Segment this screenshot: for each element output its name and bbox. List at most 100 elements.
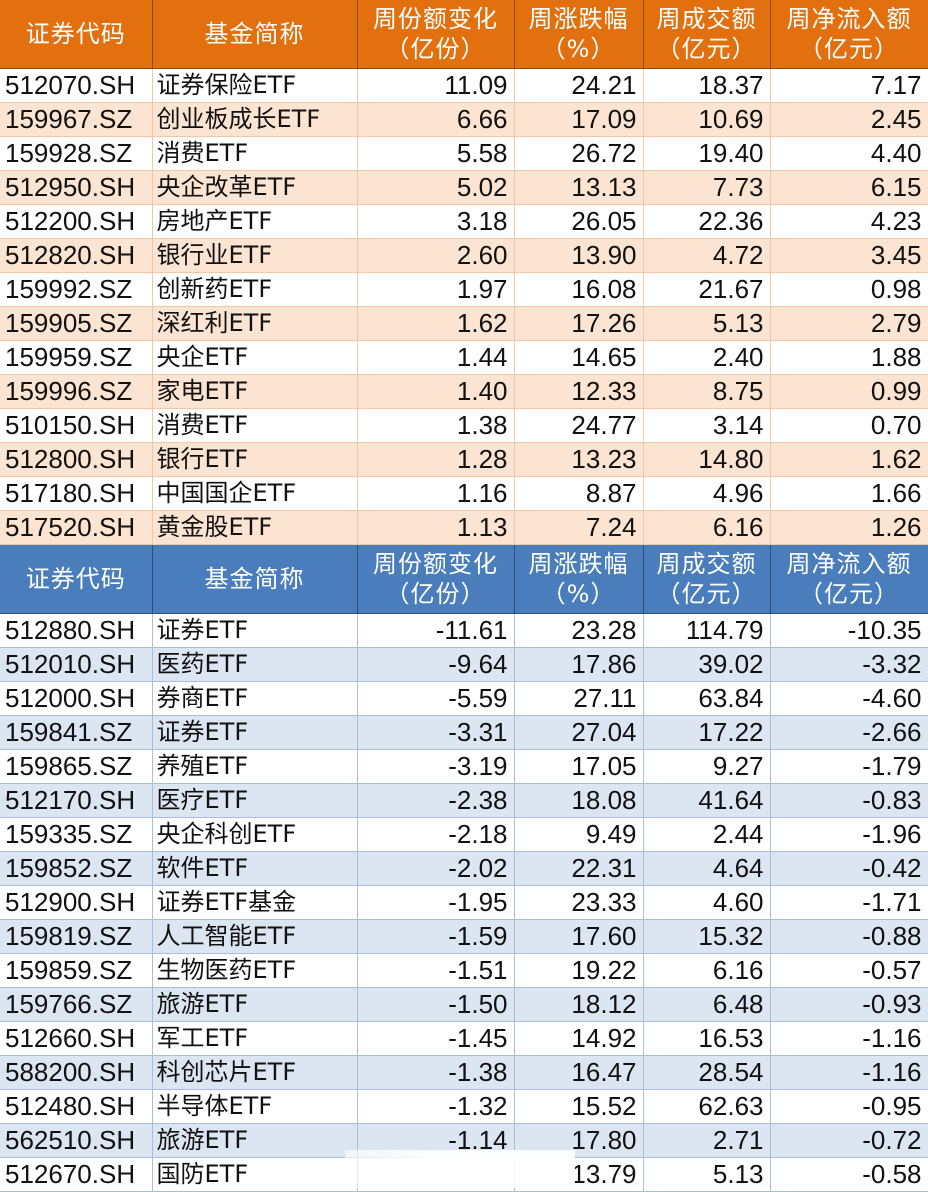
cell-name: 深红利ETF [152,306,358,341]
cell-name: 军工ETF [152,1021,358,1056]
header-turnover-l2: （亿元） [656,580,757,608]
table-row: 159841.SZ 证券ETF -3.31 27.04 17.22 -2.66 [0,715,928,750]
cell-turnover: 5.13 [643,306,771,341]
cell-share-change: 3.18 [357,204,515,239]
cell-name: 证券ETF基金 [152,885,358,920]
table-row: 159819.SZ 人工智能ETF -1.59 17.60 15.32 -0.88 [0,919,928,954]
cell-name: 黄金股ETF [152,510,358,545]
cell-code: 512900.SH [0,885,153,920]
header-pct-change: 周涨跌幅 （%） [514,544,644,614]
table-row: 512660.SH 军工ETF -1.45 14.92 16.53 -1.16 [0,1021,928,1056]
cell-name: 创新药ETF [152,272,358,307]
cell-share-change: 6.66 [357,102,515,137]
table-row: 512200.SH 房地产ETF 3.18 26.05 22.36 4.23 [0,204,928,239]
cell-share-change: 1.44 [357,340,515,375]
cell-code: 159959.SZ [0,340,153,375]
cell-code: 517180.SH [0,476,153,511]
cell-code: 159766.SZ [0,987,153,1022]
table-row: 159766.SZ 旅游ETF -1.50 18.12 6.48 -0.93 [0,987,928,1022]
cell-pct-change: 8.87 [514,476,644,511]
cell-pct-change: 17.05 [514,749,644,784]
cell-code: 512800.SH [0,442,153,477]
cell-net-inflow: 0.70 [770,408,928,443]
table-row: 588200.SH 科创芯片ETF -1.38 16.47 28.54 -1.16 [0,1055,928,1090]
cell-pct-change: 18.08 [514,783,644,818]
cell-net-inflow: -1.96 [770,817,928,852]
cell-net-inflow: -10.35 [770,613,928,648]
table-row: 512820.SH 银行业ETF 2.60 13.90 4.72 3.45 [0,238,928,273]
cell-pct-change: 23.33 [514,885,644,920]
cell-code: 159967.SZ [0,102,153,137]
table-row: 159865.SZ 养殖ETF -3.19 17.05 9.27 -1.79 [0,749,928,784]
header-pct-change-l1: 周涨跌幅 [528,5,629,33]
cell-name: 央企科创ETF [152,817,358,852]
cell-net-inflow: -0.58 [770,1157,928,1192]
cell-name: 消费ETF [152,408,358,443]
cell-code: 512670.SH [0,1157,153,1192]
cell-pct-change: 22.31 [514,851,644,886]
cell-pct-change: 14.92 [514,1021,644,1056]
cell-name: 央企改革ETF [152,170,358,205]
header-pct-change: 周涨跌幅 （%） [514,0,644,69]
table-row: 512000.SH 券商ETF -5.59 27.11 63.84 -4.60 [0,681,928,716]
cell-net-inflow: -1.71 [770,885,928,920]
cell-name: 房地产ETF [152,204,358,239]
cell-share-change: -1.95 [357,885,515,920]
outflow-table-body: 512880.SH 证券ETF -11.61 23.28 114.79 -10.35 512… [0,613,928,1192]
cell-net-inflow: -3.32 [770,647,928,682]
cell-turnover: 39.02 [643,647,771,682]
cell-code: 512170.SH [0,783,153,818]
cell-share-change: -3.19 [357,749,515,784]
cell-pct-change: 13.23 [514,442,644,477]
cell-code: 512480.SH [0,1089,153,1124]
cell-name: 券商ETF [152,681,358,716]
table-row: 512070.SH 证券保险ETF 11.09 24.21 18.37 7.17 [0,68,928,103]
table-row: 512800.SH 银行ETF 1.28 13.23 14.80 1.62 [0,442,928,477]
cell-net-inflow: -0.72 [770,1123,928,1158]
cell-net-inflow: 0.99 [770,374,928,409]
cell-turnover: 114.79 [643,613,771,648]
cell-code: 159996.SZ [0,374,153,409]
table-row: 517520.SH 黄金股ETF 1.13 7.24 6.16 1.26 [0,510,928,545]
cell-net-inflow: 6.15 [770,170,928,205]
cell-net-inflow: 3.45 [770,238,928,273]
cell-net-inflow: 0.98 [770,272,928,307]
cell-net-inflow: 1.66 [770,476,928,511]
cell-pct-change: 12.33 [514,374,644,409]
cell-code: 588200.SH [0,1055,153,1090]
table-row: 159335.SZ 央企科创ETF -2.18 9.49 2.44 -1.96 [0,817,928,852]
cell-code: 512010.SH [0,647,153,682]
header-pct-change-l2: （%） [541,35,616,63]
cell-code: 159928.SZ [0,136,153,171]
cell-name: 国防ETF [152,1157,358,1192]
cell-turnover: 21.67 [643,272,771,307]
cell-turnover: 8.75 [643,374,771,409]
table-row: 159905.SZ 深红利ETF 1.62 17.26 5.13 2.79 [0,306,928,341]
cell-net-inflow: -0.42 [770,851,928,886]
cell-code: 159865.SZ [0,749,153,784]
cell-net-inflow: -0.57 [770,953,928,988]
cell-pct-change: 27.11 [514,681,644,716]
header-net-inflow-l1: 周净流入额 [786,5,912,33]
header-turnover-l1: 周成交额 [656,550,757,578]
cell-turnover: 18.37 [643,68,771,103]
cell-net-inflow: -1.16 [770,1021,928,1056]
cell-pct-change: 17.09 [514,102,644,137]
cell-name: 人工智能ETF [152,919,358,954]
table-row: 159959.SZ 央企ETF 1.44 14.65 2.40 1.88 [0,340,928,375]
outflow-table-header: 证券代码 基金简称 周份额变化 （亿份） 周涨跌幅 （%） 周成交额 （亿元） 周净流… [0,544,928,614]
cell-code: 159852.SZ [0,851,153,886]
cell-net-inflow: -0.83 [770,783,928,818]
cell-pct-change: 7.24 [514,510,644,545]
table-row: 159852.SZ 软件ETF -2.02 22.31 4.64 -0.42 [0,851,928,886]
cell-code: 512000.SH [0,681,153,716]
table-row: 512950.SH 央企改革ETF 5.02 13.13 7.73 6.15 [0,170,928,205]
header-share-change-l2: （亿份） [385,580,486,608]
cell-pct-change: 27.04 [514,715,644,750]
header-turnover: 周成交额 （亿元） [643,544,771,614]
cell-code: 510150.SH [0,408,153,443]
cell-turnover: 3.14 [643,408,771,443]
cell-name: 创业板成长ETF [152,102,358,137]
cell-pct-change: 13.13 [514,170,644,205]
